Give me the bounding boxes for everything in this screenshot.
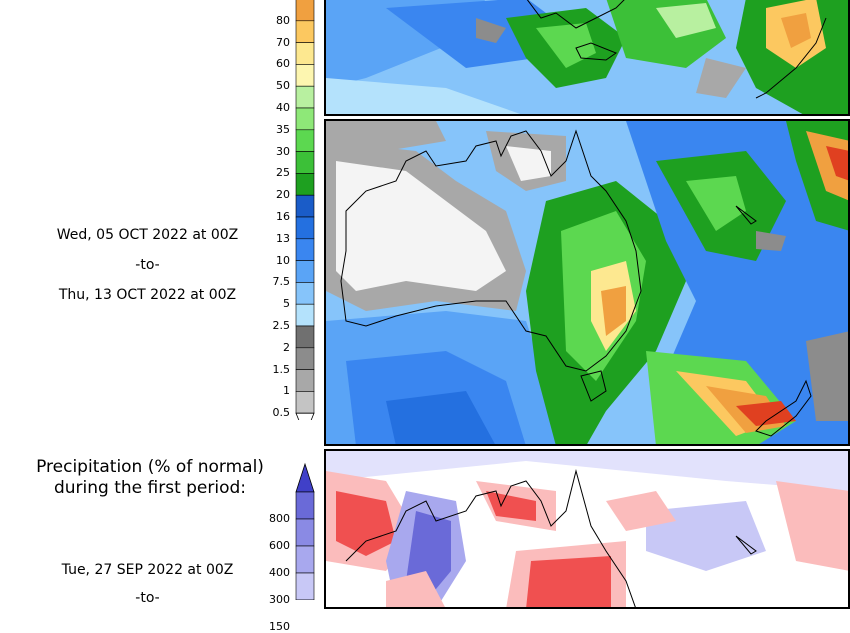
pn-legend-swatch-400	[295, 545, 315, 574]
legend-swatch-35	[295, 107, 315, 131]
legend-tick-1-5: 1.5	[272, 362, 291, 376]
pn-legend-upper-arrow	[295, 462, 315, 493]
legend-swatch-25	[295, 151, 315, 174]
precip-map-total	[324, 119, 850, 446]
legend-swatch-50	[295, 64, 315, 87]
legend-tick-35: 35	[276, 122, 290, 136]
legend-swatch-80	[295, 0, 315, 22]
precip-legend: 80 70 60 50 40 35 30 25 20 16 13 10 7.5 5 2.5 2 1.5 1 0.5	[0, 0, 320, 420]
legend-tick-13: 13	[276, 231, 290, 245]
legend-swatch-16	[295, 194, 315, 218]
legend-tick-80: 80	[276, 13, 290, 27]
legend-swatch-13	[295, 216, 315, 240]
pn-legend-swatch-300	[295, 572, 315, 600]
legend-swatch-20	[295, 173, 315, 196]
legend-swatch-5	[295, 282, 315, 305]
percent-normal-title-line2: during the first period:	[53, 478, 247, 498]
legend-tick-70: 70	[276, 35, 290, 49]
percent-normal-title-line1: Precipitation (% of normal)	[36, 457, 264, 477]
legend-tick-20: 20	[276, 188, 290, 202]
legend-swatch-70	[295, 20, 315, 43]
pn-legend-tick-400: 400	[269, 566, 290, 579]
legend-tick-5: 5	[283, 297, 290, 311]
legend-swatch-1-5	[295, 347, 315, 370]
pn-legend-swatch-800	[295, 491, 315, 520]
legend-lower-arrow	[295, 412, 315, 420]
legend-swatch-0-5	[295, 391, 315, 414]
legend-tick-16: 16	[276, 210, 290, 223]
legend-tick-1: 1	[283, 384, 290, 398]
legend-tick-40: 40	[276, 101, 290, 114]
percent-normal-legend: 800 600 400 300 150	[0, 460, 320, 633]
period-total-separator: -to-	[135, 257, 160, 273]
legend-swatch-60	[295, 42, 315, 65]
legend-tick-2-5: 2.5	[272, 319, 291, 332]
legend-swatch-10	[295, 238, 315, 261]
legend-tick-60: 60	[276, 57, 290, 71]
percent-normal-separator: -to-	[135, 590, 160, 606]
pn-legend-tick-800: 800	[269, 512, 290, 525]
legend-tick-50: 50	[276, 79, 290, 93]
legend-swatch-40	[295, 85, 315, 109]
pn-legend-tick-600: 600	[269, 539, 290, 552]
legend-tick-0-5: 0.5	[272, 406, 291, 420]
legend-swatch-30	[295, 129, 315, 152]
legend-swatch-7-5	[295, 260, 315, 283]
legend-tick-25: 25	[276, 166, 290, 180]
legend-tick-2: 2	[283, 340, 290, 354]
legend-swatch-2-5	[295, 303, 315, 327]
legend-swatch-1	[295, 369, 315, 392]
pn-legend-swatch-600	[295, 518, 315, 547]
precip-legend-bar	[295, 0, 315, 420]
legend-tick-7-5: 7.5	[272, 275, 291, 289]
pn-legend-tick-150: 150	[269, 620, 290, 633]
legend-tick-10: 10	[276, 253, 290, 267]
legend-tick-30: 30	[276, 144, 290, 158]
period-total-date-from: Wed, 05 OCT 2022 at 00Z	[56, 227, 239, 243]
legend-swatch-2	[295, 325, 315, 349]
percent-normal-legend-bar	[295, 462, 315, 600]
precip-map-upper	[324, 0, 850, 116]
percent-normal-map	[324, 449, 850, 609]
percent-normal-date-from: Tue, 27 SEP 2022 at 00Z	[61, 562, 234, 578]
period-total-date-to: Thu, 13 OCT 2022 at 00Z	[58, 287, 237, 303]
